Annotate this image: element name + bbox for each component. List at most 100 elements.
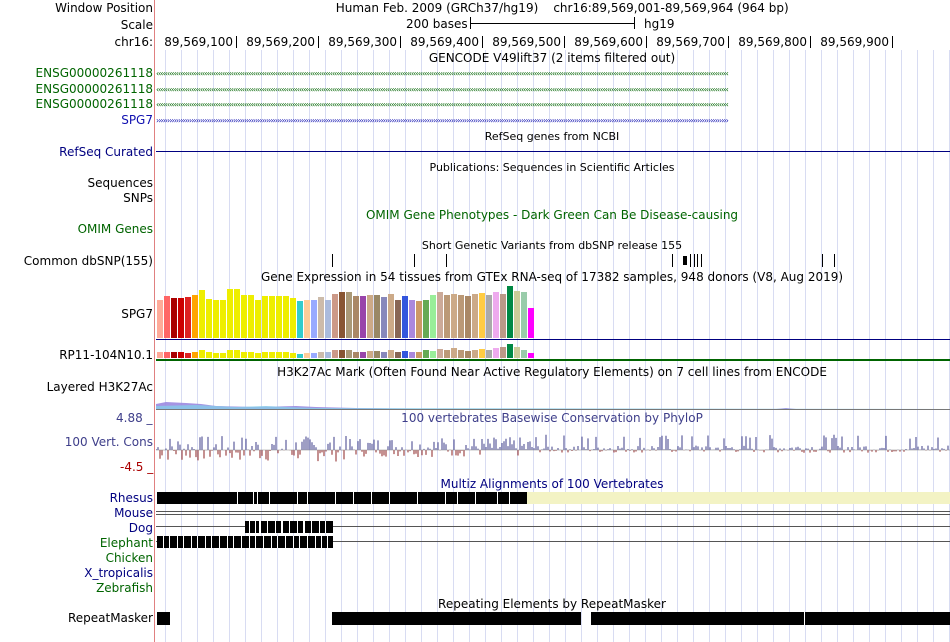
gtex-tissue-bar[interactable] (514, 347, 520, 358)
snp-variant[interactable] (694, 254, 695, 267)
gtex-tissue-bar[interactable] (430, 295, 436, 338)
gtex-tissue-bar[interactable] (507, 344, 513, 358)
gtex-tissue-bar[interactable] (164, 352, 170, 358)
gtex-tissue-bar[interactable] (339, 350, 345, 358)
omim-label[interactable]: OMIM Genes (77, 222, 153, 236)
h3k27ac-signal[interactable] (156, 398, 950, 410)
gtex-tissue-bar[interactable] (311, 300, 317, 338)
gtex-tissue-bar[interactable] (297, 354, 303, 358)
gtex-tissue-bar[interactable] (171, 298, 177, 338)
gtex-tissue-bar[interactable] (220, 300, 226, 338)
gtex-tissue-bar[interactable] (388, 350, 394, 358)
h3k27ac-label[interactable]: Layered H3K27Ac (46, 380, 153, 394)
gtex-tissue-bar[interactable] (318, 297, 324, 338)
phylop-label[interactable]: 100 Vert. Cons (64, 435, 153, 449)
h3k27ac-track-title[interactable]: H3K27Ac Mark (Often Found Near Active Re… (277, 365, 827, 379)
gtex-tissue-bar[interactable] (444, 350, 450, 358)
omim-track-title[interactable]: OMIM Gene Phenotypes - Dark Green Can Be… (365, 208, 739, 222)
snp-variant[interactable] (332, 254, 333, 267)
gtex-tissue-bar[interactable] (325, 300, 331, 338)
repeat-element[interactable] (591, 612, 804, 625)
multiz-species-chicken[interactable]: Chicken (105, 551, 153, 565)
gtex-tissue-bar[interactable] (353, 296, 359, 338)
gtex-tissue-bar[interactable] (472, 294, 478, 338)
gtex-tissue-bar[interactable] (213, 300, 219, 338)
gtex-tissue-bar[interactable] (528, 308, 534, 338)
gtex-tissue-bar[interactable] (479, 293, 485, 338)
gtex-tissue-bar[interactable] (458, 350, 464, 358)
multiz-species-rhesus[interactable]: Rhesus (109, 491, 153, 505)
gtex-tissue-bar[interactable] (500, 347, 506, 358)
gtex-tissue-bar[interactable] (192, 352, 198, 358)
phylop-track-title[interactable]: 100 vertebrates Basewise Conservation by… (401, 411, 703, 425)
mouse-alignment-line[interactable] (156, 511, 950, 512)
multiz-species-dog[interactable]: Dog (128, 521, 153, 535)
gtex-tissue-bar[interactable] (332, 294, 338, 338)
snp-variant[interactable] (834, 254, 835, 267)
gene-feature-minus-strand[interactable]: ‹‹‹‹‹‹‹‹‹‹‹‹‹‹‹‹‹‹‹‹‹‹‹‹‹‹‹‹‹‹‹‹‹‹‹‹‹‹‹‹… (156, 100, 729, 109)
publications-track-title[interactable]: Publications: Sequences in Scientific Ar… (429, 161, 675, 174)
elephant-alignment-line[interactable] (156, 541, 950, 542)
gtex-tissue-bar[interactable] (472, 350, 478, 358)
snp-variant[interactable] (822, 254, 823, 267)
gtex-tissue-bar[interactable] (416, 352, 422, 358)
gtex-track-title[interactable]: Gene Expression in 54 tissues from GTEx … (260, 270, 844, 284)
gtex-tissue-bar[interactable] (227, 350, 233, 358)
snp-variant[interactable] (414, 254, 415, 267)
gtex-tissue-bar[interactable] (157, 352, 163, 358)
gtex-tissue-bar[interactable] (318, 352, 324, 358)
gtex-tissue-bar[interactable] (262, 296, 268, 338)
gtex-tissue-bar[interactable] (290, 353, 296, 358)
repeat-element[interactable] (805, 612, 950, 625)
gtex-tissue-bar[interactable] (423, 350, 429, 358)
gtex-tissue-bar[interactable] (164, 296, 170, 338)
gtex-tissue-bar[interactable] (521, 350, 527, 358)
rhesus-alignment-gap[interactable] (527, 492, 950, 504)
multiz-species-x-tropicalis[interactable]: X_tropicalis (84, 566, 153, 580)
gtex-tissue-bar[interactable] (458, 295, 464, 338)
gtex-tissue-bar[interactable] (388, 294, 394, 338)
gtex-tissue-bar[interactable] (395, 352, 401, 358)
gtex-tissue-bar[interactable] (409, 352, 415, 358)
window-position-value[interactable]: chr16:89,569,001-89,569,964 (964 bp) (553, 1, 789, 15)
gtex-tissue-bar[interactable] (283, 296, 289, 338)
dog-alignment-block[interactable] (245, 521, 333, 533)
snp-variant[interactable] (683, 256, 686, 265)
gtex-tissue-bar[interactable] (325, 352, 331, 358)
gtex-tissue-bar[interactable] (185, 353, 191, 358)
gtex-tissue-bar[interactable] (346, 350, 352, 358)
gtex-tissue-bar[interactable] (269, 296, 275, 338)
gencode-row-label[interactable]: ENSG00000261118 (35, 82, 153, 96)
gtex-tissue-bar[interactable] (171, 352, 177, 358)
gtex-tissue-bar[interactable] (241, 352, 247, 358)
publications-snps-label[interactable]: SNPs (123, 191, 153, 205)
snp-variant[interactable] (701, 254, 702, 267)
gtex-tissue-bar[interactable] (360, 296, 366, 338)
gtex-tissue-bar[interactable] (451, 348, 457, 358)
gtex-tissue-bar[interactable] (374, 351, 380, 358)
gtex-tissue-bar[interactable] (381, 297, 387, 338)
gtex-tissue-bar[interactable] (346, 292, 352, 338)
gtex-tissue-bar[interactable] (486, 350, 492, 358)
dog-alignment-line[interactable] (156, 526, 950, 527)
gtex-tissue-bar[interactable] (360, 352, 366, 358)
publications-sequences-label[interactable]: Sequences (87, 176, 153, 190)
gtex-tissue-bar[interactable] (444, 295, 450, 338)
gtex-tissue-bar[interactable] (493, 292, 499, 338)
gtex-tissue-bar[interactable] (185, 297, 191, 338)
gtex-tissue-bar[interactable] (178, 352, 184, 358)
gtex-gene-label-rp11[interactable]: RP11-104N10.1 (59, 348, 153, 362)
snp-variant[interactable] (690, 254, 691, 267)
gtex-tissue-bar[interactable] (290, 298, 296, 338)
gtex-tissue-bar[interactable] (507, 286, 513, 338)
gtex-tissue-bar[interactable] (465, 351, 471, 358)
gtex-tissue-bar[interactable] (248, 295, 254, 338)
gtex-tissue-bar[interactable] (423, 300, 429, 338)
gtex-tissue-bar[interactable] (178, 298, 184, 338)
gtex-tissue-bar[interactable] (437, 292, 443, 338)
elephant-alignment-block[interactable] (157, 536, 333, 548)
gtex-tissue-bar[interactable] (157, 300, 163, 338)
gtex-tissue-bar[interactable] (500, 294, 506, 338)
rhesus-alignment-block[interactable] (157, 492, 527, 504)
gtex-tissue-bar[interactable] (234, 350, 240, 358)
